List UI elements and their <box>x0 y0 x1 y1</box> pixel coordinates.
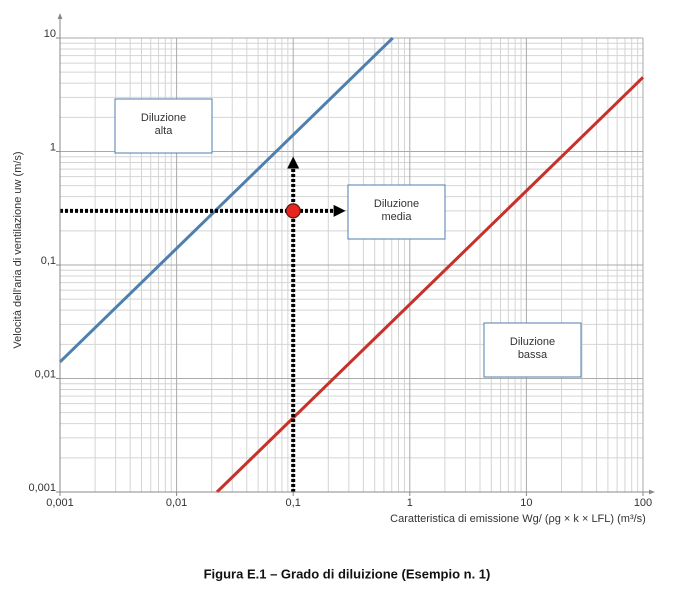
x-tick-label: 0,1 <box>286 497 301 509</box>
annotation-box <box>114 98 213 154</box>
annotation-text: media <box>382 211 413 223</box>
point <box>285 203 301 219</box>
y-axis-label: Velocità dell'aria di ventilazione uw (m… <box>12 151 24 348</box>
annotation-text: Diluzione <box>510 336 555 348</box>
caption: Figura E.1 – Grado di diluizione (Esempi… <box>204 566 491 581</box>
x-tick-label: 0,01 <box>166 497 187 509</box>
y-tick-label: 0,01 <box>35 368 56 380</box>
x-tick-label: 1 <box>407 497 413 509</box>
annotation-text: bassa <box>518 349 548 361</box>
x-tick-label: 10 <box>520 497 532 509</box>
y-tick-label: 0,001 <box>28 482 56 494</box>
y-tick-label: 0,1 <box>41 255 56 267</box>
y-tick-label: 10 <box>44 28 56 40</box>
x-axis-label: Caratteristica di emissione Wg/ (ρg × k … <box>390 513 646 525</box>
series-line <box>215 76 645 494</box>
annotation-box <box>483 322 582 378</box>
y-tick-label: 1 <box>50 141 56 153</box>
annotation-text: alta <box>155 125 174 137</box>
plot <box>58 36 645 494</box>
annotation-box <box>347 184 446 240</box>
x-tick-label: 100 <box>634 497 652 509</box>
series-line <box>58 36 394 363</box>
x-tick-label: 0,001 <box>46 497 74 509</box>
annotation-text: Diluzione <box>374 198 419 210</box>
annotation-text: Diluzione <box>141 112 186 124</box>
